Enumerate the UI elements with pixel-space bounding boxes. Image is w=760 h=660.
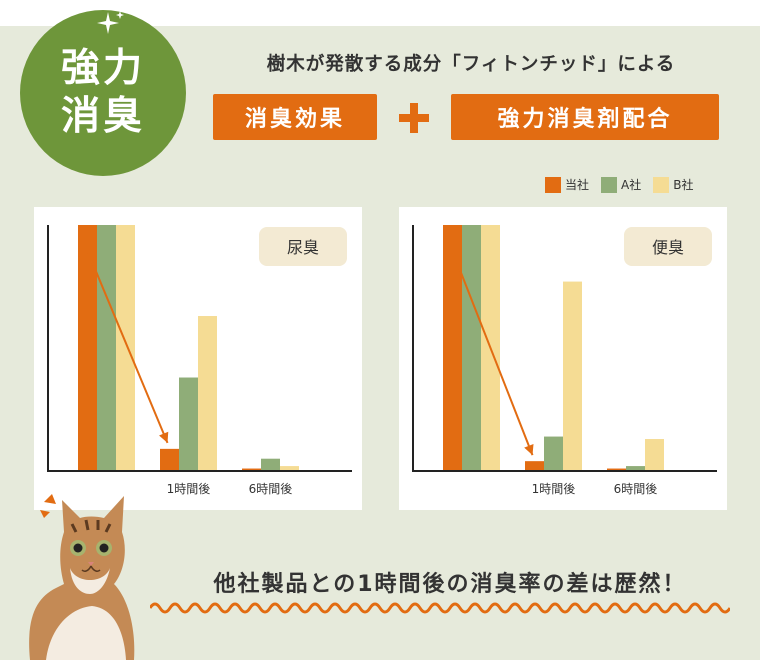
trend-arrow-line: [86, 250, 169, 444]
strong-deodorant-tag: 強力消臭剤配合: [451, 94, 719, 140]
bar-a-1: [179, 377, 198, 471]
bar-b-2: [645, 439, 664, 471]
category-label: 6時間後: [614, 482, 658, 496]
bar-ours-0: [78, 225, 97, 471]
cat-illustration: [29, 494, 135, 660]
legend-label-ours: 当社: [565, 178, 590, 192]
urine-odor-chart-svg: 1時間後 6時間後 尿臭: [47, 225, 352, 496]
sparkle-icon: [97, 11, 124, 34]
category-label: 6時間後: [249, 482, 293, 496]
trend-arrow-line: [451, 250, 534, 456]
summary-text: 他社製品との1時間後の消臭率の差は歴然！: [213, 572, 687, 597]
chart-title-box: [259, 227, 347, 266]
bar-b-1: [563, 281, 582, 471]
plus-icon: [399, 103, 429, 133]
badge-line-2: 消臭: [60, 94, 145, 139]
trend-arrow-head: [524, 444, 534, 456]
legend-label-a: A社: [621, 178, 642, 192]
bar-a-0: [462, 225, 481, 471]
chart-title-box: [624, 227, 712, 266]
badge-line-1: 強力: [60, 46, 145, 91]
legend-swatch-a: [601, 176, 618, 193]
chart-title: 尿臭: [287, 238, 319, 257]
category-label: 1時間後: [532, 482, 576, 496]
trend-arrow-head: [159, 431, 169, 443]
bar-ours-1: [160, 448, 179, 471]
chart-title: 便臭: [652, 238, 684, 257]
legend-swatch-b: [653, 176, 670, 193]
deodorizing-effect-tag: 消臭効果: [213, 94, 377, 140]
bar-a-0: [97, 225, 116, 471]
bar-ours-1: [525, 461, 544, 471]
legend-swatch-ours: [545, 176, 561, 193]
legend: 当社 A社 B社: [545, 176, 693, 193]
category-label: 1時間後: [167, 482, 211, 496]
bar-ours-2: [607, 468, 626, 471]
bar-ours-2: [242, 468, 261, 471]
stool-odor-chart-svg: 1時間後 6時間後 便臭: [412, 225, 717, 496]
bar-a-1: [544, 436, 563, 471]
bar-a-2: [626, 466, 645, 471]
bar-b-2: [280, 466, 299, 471]
bar-a-2: [261, 458, 280, 471]
urine-odor-chart: 1時間後 6時間後 尿臭: [34, 207, 362, 510]
bar-b-0: [116, 225, 135, 471]
title-badge: 強力 消臭: [20, 10, 186, 176]
bar-ours-0: [443, 225, 462, 471]
stool-odor-chart: 1時間後 6時間後 便臭: [399, 207, 727, 510]
bar-b-1: [198, 316, 217, 471]
wavy-underline: [150, 602, 730, 614]
legend-label-b: B社: [673, 178, 694, 192]
subtitle: 樹木が発散する成分「フィトンチッド」による: [266, 54, 676, 75]
